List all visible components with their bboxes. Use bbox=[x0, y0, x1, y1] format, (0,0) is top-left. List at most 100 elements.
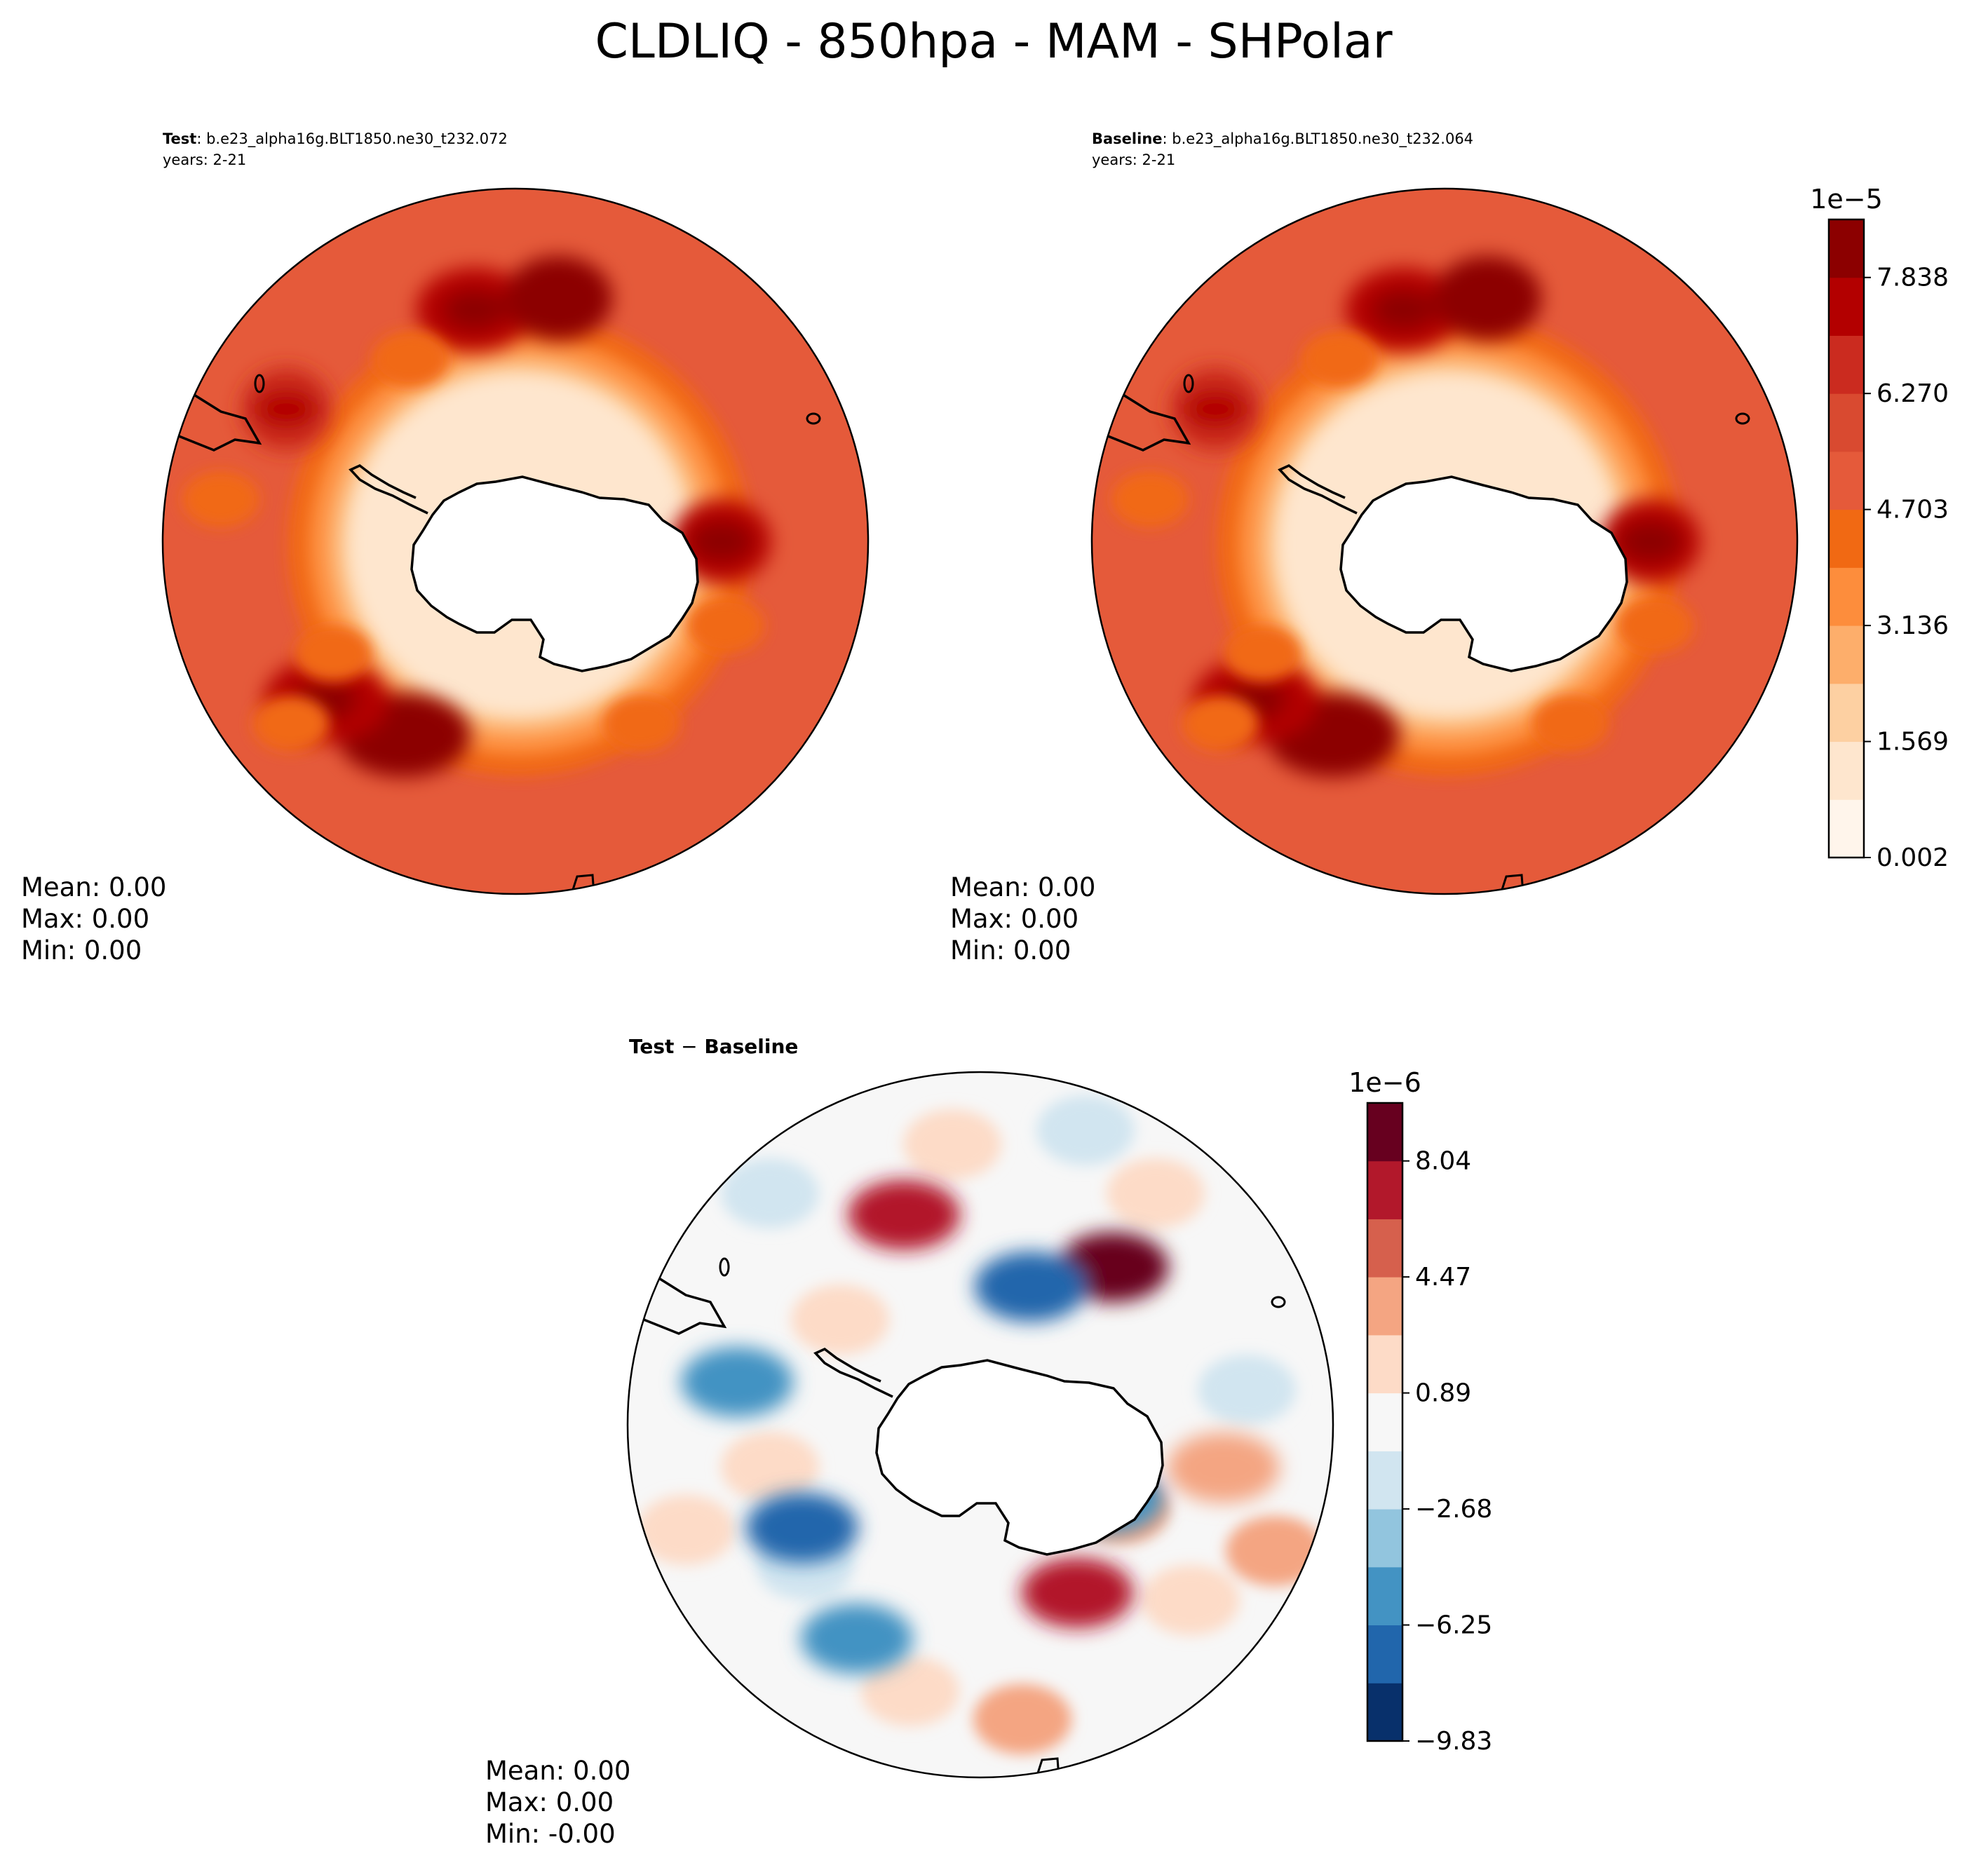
colorbar-segment bbox=[1367, 1334, 1402, 1394]
field-minor-patch bbox=[252, 696, 330, 752]
field-minor-patch bbox=[1111, 471, 1189, 527]
figure-title: CLDLIQ - 850hpa - MAM - SHPolar bbox=[595, 14, 1392, 69]
colorbar-segment bbox=[1829, 277, 1864, 336]
field-feature-core bbox=[372, 714, 435, 754]
diff-panel: Test − Baseline Mean: 0.00 Max: 0.00 Min… bbox=[485, 1035, 1334, 1849]
field-noise-patch bbox=[1226, 1516, 1324, 1586]
diff-label-baseline: Baseline bbox=[704, 1035, 798, 1058]
field-noise-patch bbox=[1036, 1095, 1135, 1165]
kerguelen-island bbox=[1735, 412, 1750, 425]
colorbar-segment bbox=[1829, 451, 1864, 510]
diff-stat-mean: Mean: 0.00 bbox=[485, 1756, 630, 1786]
colorbar-segment bbox=[1367, 1219, 1402, 1278]
baseline-stat-min: Min: 0.00 bbox=[950, 935, 1071, 966]
colorbar-tick-label: 8.04 bbox=[1415, 1147, 1471, 1176]
field-minor-patch bbox=[1301, 331, 1378, 387]
test-map bbox=[163, 189, 868, 894]
field-feature-core bbox=[255, 389, 318, 429]
field-feature-core bbox=[442, 290, 506, 330]
falkland-island bbox=[254, 374, 265, 393]
test-stat-mean: Mean: 0.00 bbox=[21, 872, 166, 902]
colorbar-tick-label: 4.47 bbox=[1415, 1263, 1471, 1292]
field-noise-patch bbox=[973, 1684, 1071, 1754]
field-minor-patch bbox=[687, 597, 764, 653]
colorbar-segment bbox=[1829, 393, 1864, 452]
sequential-colorbar: 0.002 1.569 3.136 4.703 6.270 7.838 1e−5 bbox=[1810, 184, 1949, 872]
test-label-bold: Test bbox=[163, 130, 196, 147]
diff-map bbox=[628, 1072, 1333, 1777]
field-minor-patch bbox=[1182, 696, 1259, 752]
field-feature bbox=[974, 1252, 1087, 1322]
field-minor bbox=[182, 331, 764, 752]
test-panel-label: Test: b.e23_alpha16g.BLT1850.ne30_t232.0… bbox=[163, 130, 508, 148]
colorbar-segment bbox=[1829, 567, 1864, 626]
field-noise bbox=[637, 1095, 1324, 1754]
colorbar-segment bbox=[1367, 1625, 1402, 1683]
test-years: years: 2-21 bbox=[163, 151, 246, 168]
colorbar-segment bbox=[1367, 1451, 1402, 1510]
colorbar-segment bbox=[1367, 1509, 1402, 1568]
diff-label-minus: − bbox=[681, 1035, 697, 1058]
field-minor-patch bbox=[1224, 625, 1301, 682]
field-minor-patch bbox=[1532, 696, 1609, 752]
colorbar-exponent: 1e−5 bbox=[1810, 184, 1883, 215]
baseline-map-boundary bbox=[1090, 187, 1799, 895]
test-panel: Test: b.e23_alpha16g.BLT1850.ne30_t232.0… bbox=[21, 130, 870, 966]
diff-panel-label: Test − Baseline bbox=[629, 1035, 798, 1058]
field-noise-patch bbox=[1107, 1158, 1205, 1228]
diverging-colorbar: −9.83 −6.25 −2.68 0.89 4.47 8.04 1e−6 bbox=[1348, 1067, 1492, 1756]
field-noise-patch bbox=[637, 1495, 735, 1565]
colorbar-tick-label: 4.703 bbox=[1877, 496, 1949, 524]
field-feature-core bbox=[527, 278, 590, 318]
south-america-coastline bbox=[163, 379, 262, 452]
south-america-coastline bbox=[1092, 379, 1191, 452]
field-feature-core bbox=[1618, 522, 1682, 561]
colorbar-segment bbox=[1367, 1277, 1402, 1336]
colorbar-segment bbox=[1829, 799, 1864, 858]
field-minor-patch bbox=[1616, 597, 1693, 653]
colorbar-tick-label: 6.270 bbox=[1877, 379, 1949, 408]
peninsula-coastline bbox=[1278, 463, 1358, 515]
test-stat-min: Min: 0.00 bbox=[21, 935, 142, 966]
colorbar-tick-label: 3.136 bbox=[1877, 611, 1949, 640]
colorbar-tick-label: −2.68 bbox=[1415, 1495, 1492, 1524]
colorbar-segment bbox=[1829, 219, 1864, 278]
baseline-stat-mean: Mean: 0.00 bbox=[950, 872, 1095, 902]
colorbar-tick-label: −9.83 bbox=[1415, 1727, 1492, 1756]
field-noise-patch bbox=[791, 1285, 889, 1355]
baseline-panel-label: Baseline: b.e23_alpha16g.BLT1850.ne30_t2… bbox=[1092, 130, 1473, 148]
antarctica-coastline bbox=[410, 475, 699, 672]
test-label-case: : b.e23_alpha16g.BLT1850.ne30_t232.072 bbox=[196, 130, 508, 148]
colorbar-segment bbox=[1367, 1566, 1402, 1626]
colorbar-segment bbox=[1367, 1393, 1402, 1451]
field-feature-core bbox=[1301, 714, 1365, 754]
diff-map-boundary bbox=[626, 1071, 1334, 1779]
field-feature-core bbox=[689, 522, 753, 561]
baseline-stat-max: Max: 0.00 bbox=[950, 904, 1078, 934]
south-america-coastline bbox=[628, 1262, 727, 1335]
antarctica-coastline bbox=[875, 1359, 1164, 1556]
colorbar-segment bbox=[1367, 1160, 1402, 1219]
peninsula-coastline bbox=[813, 1347, 893, 1398]
colorbar-segment bbox=[1829, 335, 1864, 394]
colorbar-tick-label: 0.002 bbox=[1877, 843, 1949, 872]
colorbar-exponent: 1e−6 bbox=[1348, 1067, 1421, 1098]
falkland-island bbox=[1183, 374, 1194, 393]
antarctica-coastline bbox=[1339, 475, 1628, 672]
field-feature bbox=[848, 1179, 961, 1250]
field-feature bbox=[1021, 1557, 1134, 1628]
field-noise-patch bbox=[721, 1432, 819, 1502]
field-noise-patch bbox=[903, 1109, 1001, 1179]
baseline-panel: Baseline: b.e23_alpha16g.BLT1850.ne30_t2… bbox=[950, 130, 1799, 966]
colorbar-tick-label: 1.569 bbox=[1877, 728, 1949, 757]
field-minor bbox=[1111, 331, 1693, 752]
baseline-years: years: 2-21 bbox=[1092, 151, 1175, 168]
diff-label-test: Test bbox=[629, 1035, 674, 1058]
baseline-map bbox=[1092, 189, 1797, 894]
colorbar-segment bbox=[1367, 1103, 1402, 1162]
colorbar-segment bbox=[1367, 1683, 1402, 1742]
field-feature bbox=[1167, 1432, 1280, 1503]
field-noise-patch bbox=[1142, 1565, 1240, 1635]
kerguelen-island bbox=[1271, 1296, 1286, 1308]
